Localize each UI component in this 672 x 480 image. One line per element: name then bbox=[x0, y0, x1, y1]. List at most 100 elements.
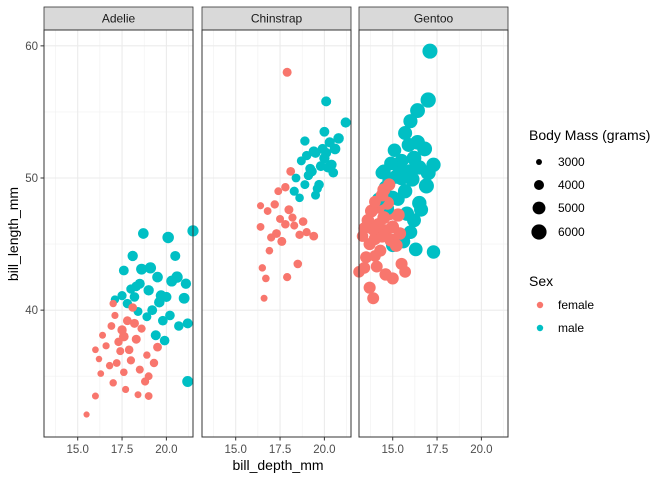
data-point-male bbox=[408, 242, 423, 257]
data-point-female bbox=[281, 183, 290, 192]
size-legend-label: 4000 bbox=[558, 178, 585, 192]
data-point-male bbox=[129, 292, 140, 302]
data-point-male bbox=[303, 170, 314, 181]
x-tick-label: 17.5 bbox=[269, 444, 291, 456]
data-point-female bbox=[295, 230, 304, 240]
data-point-male bbox=[300, 136, 310, 146]
facet-gentoo: Gentoo 15.0 17.5 20.0 bbox=[353, 6, 509, 456]
data-point-male bbox=[182, 318, 193, 329]
data-point-male bbox=[127, 250, 138, 262]
data-point-male bbox=[162, 231, 174, 244]
facet-chinstrap: Chinstrap 15.0 17.5 20.0 bbox=[201, 6, 352, 456]
facet-adelie: Adelie 15.0 17.5 20.0 40 50 60 bbox=[25, 6, 199, 456]
data-point-female bbox=[97, 370, 105, 377]
color-legend-key-male bbox=[536, 324, 544, 332]
data-point-male bbox=[142, 312, 152, 322]
data-point-female bbox=[149, 358, 159, 368]
data-point-female bbox=[284, 205, 294, 215]
data-point-male bbox=[387, 143, 402, 158]
facet-panels: Adelie 15.0 17.5 20.0 40 50 60 Chinstrap 15.0 17.… bbox=[25, 6, 509, 456]
data-point-male bbox=[296, 156, 306, 166]
data-point-female bbox=[263, 207, 272, 215]
data-point-female bbox=[137, 324, 146, 333]
data-point-male bbox=[398, 126, 413, 141]
data-point-female bbox=[288, 213, 297, 222]
data-point-male bbox=[404, 172, 420, 187]
data-point-female bbox=[116, 347, 125, 356]
data-point-female bbox=[95, 355, 103, 363]
data-point-female bbox=[267, 233, 276, 242]
data-point-male bbox=[170, 250, 181, 261]
data-point-male bbox=[328, 167, 339, 178]
data-point-male bbox=[410, 103, 425, 119]
data-point-male bbox=[147, 305, 158, 316]
data-point-female bbox=[122, 385, 130, 394]
data-point-female bbox=[386, 272, 399, 285]
data-point-male bbox=[403, 225, 418, 240]
size-legend-key bbox=[532, 201, 546, 215]
x-tick-label: 15.0 bbox=[67, 444, 89, 456]
data-point-female bbox=[153, 342, 162, 352]
data-point-female bbox=[102, 342, 110, 350]
data-point-male bbox=[143, 285, 154, 296]
data-point-male bbox=[152, 271, 163, 283]
data-point-female bbox=[290, 221, 299, 230]
data-point-male bbox=[118, 265, 129, 276]
data-point-female bbox=[256, 222, 265, 231]
data-point-male bbox=[174, 321, 184, 331]
data-point-male bbox=[324, 137, 335, 148]
data-point-male bbox=[138, 228, 149, 239]
data-point-female bbox=[298, 217, 308, 226]
color-legend-label: male bbox=[558, 321, 584, 335]
data-point-female bbox=[302, 228, 311, 237]
data-point-female bbox=[117, 325, 127, 335]
data-point-female bbox=[107, 322, 116, 330]
data-point-female bbox=[124, 345, 134, 355]
data-point-male bbox=[403, 114, 418, 129]
data-point-female bbox=[393, 227, 407, 240]
data-point-male bbox=[289, 186, 299, 196]
data-point-female bbox=[363, 281, 376, 294]
data-point-male bbox=[291, 173, 301, 183]
data-point-female bbox=[128, 303, 138, 312]
data-point-female bbox=[281, 219, 290, 229]
data-point-female bbox=[83, 411, 90, 418]
panel-border bbox=[43, 29, 194, 438]
y-tick-label: 50 bbox=[25, 173, 38, 185]
data-point-male bbox=[426, 245, 441, 259]
data-point-female bbox=[293, 259, 303, 269]
panel-border bbox=[201, 29, 352, 438]
data-point-female bbox=[111, 311, 119, 320]
x-tick-label: 15.0 bbox=[382, 444, 404, 456]
data-point-female bbox=[360, 251, 373, 264]
data-point-female bbox=[270, 200, 279, 209]
data-point-female bbox=[282, 67, 292, 77]
data-point-male bbox=[159, 335, 170, 346]
data-point-female bbox=[120, 368, 128, 377]
data-point-female bbox=[369, 250, 381, 262]
data-point-male bbox=[321, 96, 332, 107]
data-point-male bbox=[407, 213, 421, 228]
data-point-male bbox=[178, 292, 190, 304]
data-point-female bbox=[369, 195, 381, 208]
data-point-female bbox=[105, 361, 114, 370]
data-point-male bbox=[295, 193, 304, 203]
data-point-female bbox=[356, 230, 369, 242]
color-legend-key-female bbox=[536, 301, 544, 309]
data-point-male bbox=[154, 296, 165, 308]
data-point-female bbox=[114, 337, 123, 347]
data-point-male bbox=[418, 178, 434, 194]
data-point-female bbox=[309, 231, 319, 241]
y-axis-title: bill_length_mm bbox=[5, 187, 21, 281]
data-point-female bbox=[122, 316, 132, 326]
size-legend-title: Body Mass (grams) bbox=[529, 127, 650, 143]
x-tick-label: 20.0 bbox=[313, 444, 335, 456]
y-tick-label: 60 bbox=[25, 41, 38, 53]
color-legend-title: Sex bbox=[529, 273, 553, 289]
color-legend-items: female male bbox=[536, 298, 594, 335]
data-point-female bbox=[399, 265, 412, 278]
data-point-male bbox=[144, 262, 157, 274]
data-point-male bbox=[315, 161, 326, 172]
data-point-male bbox=[158, 315, 168, 326]
